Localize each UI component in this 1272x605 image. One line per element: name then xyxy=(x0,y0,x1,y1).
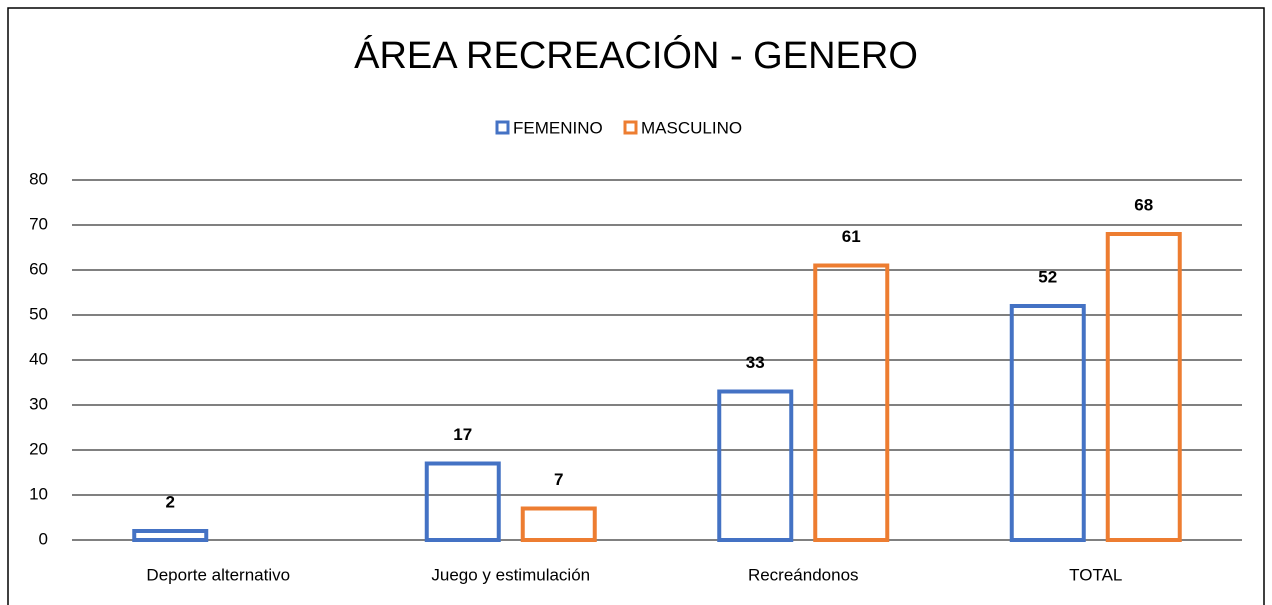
y-tick-label: 60 xyxy=(29,259,48,278)
y-tick-label: 30 xyxy=(29,394,48,413)
y-tick-label: 50 xyxy=(29,304,48,323)
bar xyxy=(424,461,501,542)
legend-swatch xyxy=(495,120,510,135)
bar xyxy=(1105,232,1182,542)
value-label: 61 xyxy=(842,227,861,246)
y-tick-label: 10 xyxy=(29,484,48,503)
bar xyxy=(717,389,794,542)
value-label: 68 xyxy=(1134,195,1153,214)
y-tick-label: 40 xyxy=(29,349,48,368)
legend-swatch xyxy=(623,120,638,135)
value-label: 2 xyxy=(166,492,175,511)
legend-label: MASCULINO xyxy=(641,118,742,137)
y-tick-label: 0 xyxy=(39,529,48,548)
y-tick-label: 20 xyxy=(29,439,48,458)
y-tick-label: 80 xyxy=(29,169,48,188)
y-tick-label: 70 xyxy=(29,214,48,233)
legend-label: FEMENINO xyxy=(513,118,603,137)
bar xyxy=(520,506,597,542)
x-tick-label: Juego y estimulación xyxy=(431,565,590,584)
x-tick-label: Recreándonos xyxy=(748,565,859,584)
bar xyxy=(1009,304,1086,542)
bar xyxy=(813,263,890,542)
value-label: 52 xyxy=(1038,267,1057,286)
value-label: 17 xyxy=(453,425,472,444)
x-tick-label: Deporte alternativo xyxy=(146,565,290,584)
value-label: 33 xyxy=(746,353,765,372)
x-tick-label: TOTAL xyxy=(1069,565,1122,584)
bar xyxy=(132,529,209,542)
chart-title: ÁREA RECREACIÓN - GENERO xyxy=(354,34,918,77)
value-label: 7 xyxy=(554,470,563,489)
